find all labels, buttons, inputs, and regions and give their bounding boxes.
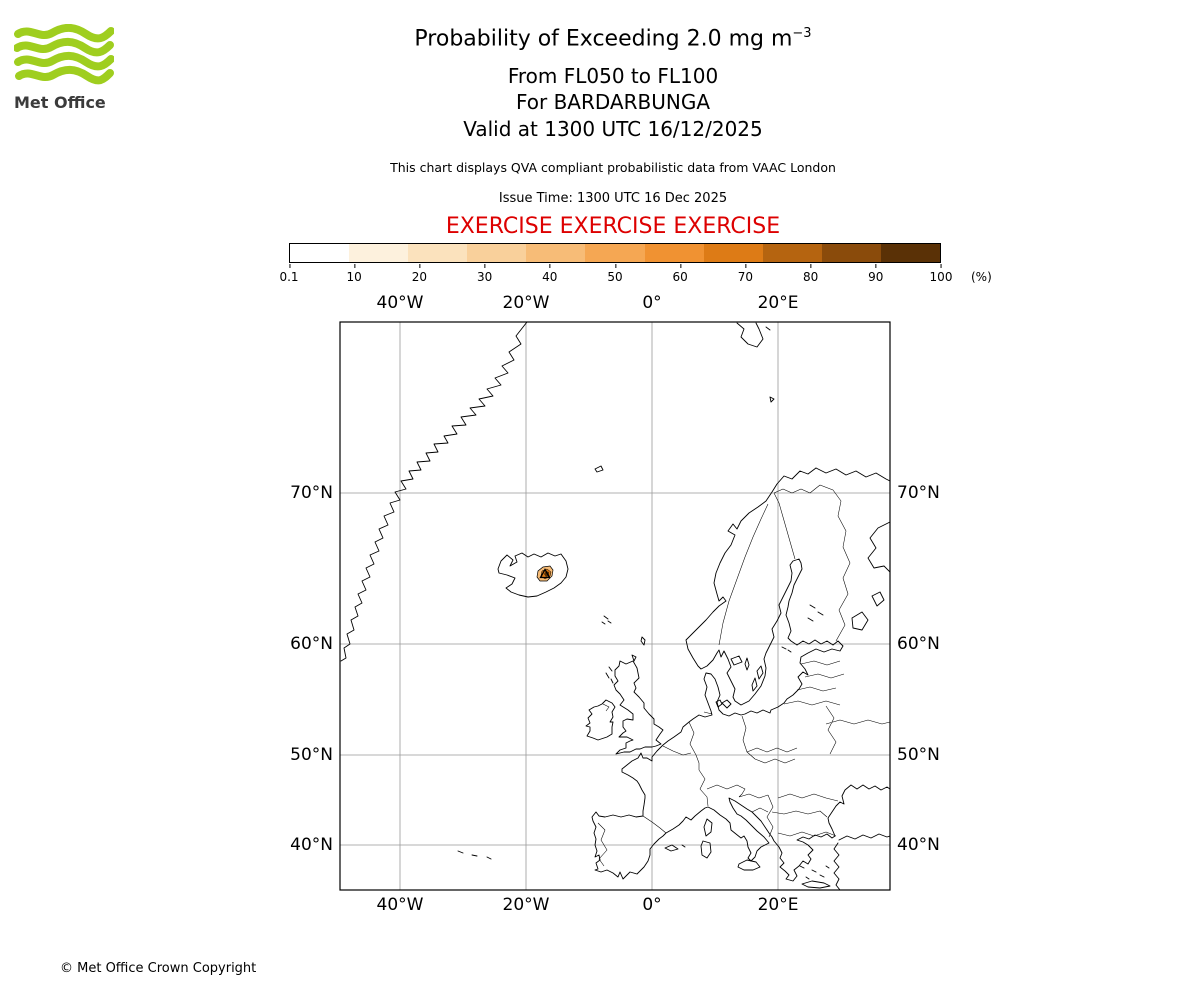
lat-label-right-50n: 50°N — [897, 745, 940, 765]
colorbar-tick-label: 10 — [346, 264, 362, 284]
lat-label-left-70n: 70°N — [290, 483, 333, 503]
coastline-ireland — [585, 699, 616, 741]
page-title-text: Probability of Exceeding 2.0 mg m — [414, 26, 793, 52]
lon-label-bottom-20w: 20°W — [502, 895, 550, 915]
colorbar-tick-label: 100 — [929, 264, 953, 284]
lon-label-top-20e: 20°E — [757, 293, 799, 313]
coastline-turkey-north — [838, 833, 891, 841]
colorbar-segment — [762, 244, 822, 262]
colorbar-tick-label: 60 — [672, 264, 688, 284]
exercise-banner: EXERCISE EXERCISE EXERCISE — [445, 214, 781, 239]
met-office-logo-text: Met Office — [14, 93, 106, 112]
colorbar-tick-label: 90 — [868, 264, 884, 284]
colorbar-tick-label: 80 — [802, 264, 819, 284]
met-office-logo-waves-icon — [13, 23, 115, 85]
colorbar — [289, 243, 941, 263]
colorbar-tick-label: 50 — [607, 264, 623, 284]
lat-label-left-40n: 40°N — [290, 835, 333, 855]
coastline-great-britain — [613, 660, 664, 755]
subtitle-volcano: For BARDARBUNGA — [515, 90, 711, 114]
ash-probability-contours — [536, 565, 554, 582]
gridlines — [340, 322, 890, 890]
colorbar-tick-label: 0.1 — [279, 264, 299, 284]
colorbar-segment — [585, 244, 645, 262]
colorbar-tick-label: 30 — [476, 264, 493, 284]
coastline-greenland — [340, 321, 528, 662]
coastline-white-sea — [867, 521, 891, 573]
volcano-marker-icon — [539, 568, 551, 579]
colorbar-segment — [467, 244, 527, 262]
lakes — [730, 591, 885, 671]
colorbar-segment — [349, 244, 409, 262]
coastline-kola — [815, 467, 891, 482]
lon-label-top-20w: 20°W — [502, 293, 550, 313]
islands — [664, 665, 831, 889]
copyright-notice: © Met Office Crown Copyright — [60, 961, 257, 976]
coastline-turkey-aegean — [833, 842, 841, 891]
lat-label-right-40n: 40°N — [897, 835, 940, 855]
lon-label-top-40w: 40°W — [376, 293, 424, 313]
colorbar-unit: (%) — [971, 270, 992, 284]
coastline-scandinavia-europe — [591, 467, 891, 882]
colorbar-segment — [880, 244, 941, 262]
page-title: Probability of Exceeding 2.0 mg m−3 — [13, 26, 1200, 51]
map — [339, 321, 891, 891]
colorbar-segment — [821, 244, 881, 262]
country-borders-path — [597, 484, 891, 867]
map-border — [339, 321, 891, 891]
lat-label-left-50n: 50°N — [290, 745, 333, 765]
lat-label-right-60n: 60°N — [897, 634, 940, 654]
lon-label-top-0: 0° — [642, 293, 662, 313]
colorbar-ticks: 0.1 10 20 30 40 50 60 70 80 90 100 — [279, 264, 952, 284]
coastline-iceland — [497, 552, 569, 598]
coastlines — [340, 321, 891, 891]
lon-label-bottom-0: 0° — [642, 895, 662, 915]
colorbar-tick-label: 70 — [737, 264, 754, 284]
small-islands — [457, 326, 830, 880]
subtitle-valid-time: Valid at 1300 UTC 16/12/2025 — [463, 117, 763, 141]
colorbar-segment — [290, 244, 350, 262]
lat-label-right-70n: 70°N — [897, 483, 940, 503]
issue-time: Issue Time: 1300 UTC 16 Dec 2025 — [498, 191, 728, 206]
title-exponent: −3 — [792, 26, 812, 41]
colorbar-tick-label: 40 — [542, 264, 558, 284]
met-office-logo: Met Office — [13, 23, 118, 112]
lon-label-bottom-20e: 20°E — [757, 895, 799, 915]
colorbar-tick-label: 20 — [411, 264, 428, 284]
subtitle-flight-levels: From FL050 to FL100 — [507, 64, 719, 88]
lon-label-bottom-40w: 40°W — [376, 895, 424, 915]
colorbar-segment — [703, 244, 763, 262]
qva-compliance-note: This chart displays QVA compliant probab… — [390, 160, 836, 175]
coastline-svalbard — [736, 322, 764, 348]
colorbar-segment — [526, 244, 586, 262]
country-borders — [597, 484, 891, 867]
colorbar-segment — [408, 244, 468, 262]
lat-label-left-60n: 60°N — [290, 634, 333, 654]
colorbar-segment — [644, 244, 704, 262]
